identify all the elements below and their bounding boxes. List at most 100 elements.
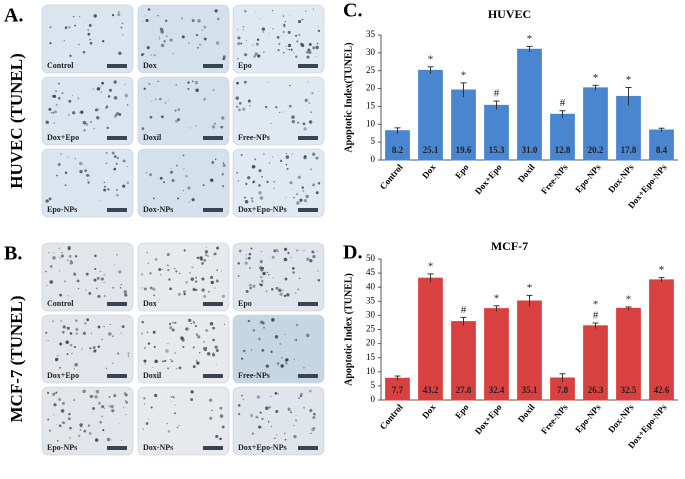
cell-dot (254, 52, 258, 56)
cell-dot (286, 48, 288, 50)
cell-dot (223, 323, 226, 325)
cell-dot (173, 412, 176, 415)
cell-dot (99, 270, 102, 273)
cell-dot (143, 403, 146, 405)
cell-dot (62, 325, 66, 329)
cell-dot (48, 197, 52, 201)
cell-dot (69, 437, 71, 439)
cell-dot (122, 34, 124, 36)
cell-dot (122, 159, 126, 163)
cell-dot (312, 152, 316, 156)
cell-dot (252, 180, 256, 183)
micrograph (232, 4, 325, 74)
cell-dot (211, 409, 213, 412)
cell-dot (277, 364, 279, 366)
value-label: 19.6 (456, 145, 472, 155)
scale-bar (203, 208, 223, 212)
cell-dot (80, 110, 84, 114)
cell-dot (196, 361, 200, 365)
cell-dot (207, 290, 210, 293)
cell-dot (57, 96, 61, 100)
cell-dot (214, 9, 218, 13)
cell-dot (174, 352, 176, 354)
cell-dot (66, 353, 69, 356)
cell-dot (271, 10, 274, 12)
cell-dot (123, 392, 127, 395)
cell-dot (113, 80, 117, 84)
cell-dot (82, 50, 86, 54)
cell-dot (143, 53, 145, 55)
cell-dot (279, 342, 282, 345)
cell-dot (125, 414, 127, 416)
cell-dot (105, 105, 109, 108)
image-label: Control (47, 299, 74, 308)
cell-dot (177, 197, 180, 200)
cell-dot (214, 253, 217, 256)
cell-dot (78, 43, 80, 46)
cell-dot (219, 437, 222, 441)
cell-dot (169, 38, 173, 42)
cell-dot (144, 347, 146, 349)
scale-bar (298, 374, 318, 378)
cell-dot (242, 28, 245, 31)
cell-dot (79, 111, 81, 113)
cell-dot (95, 255, 97, 257)
cell-dot (142, 20, 144, 22)
cell-dot (309, 168, 312, 171)
cell-dot (110, 404, 114, 409)
cell-dot (185, 327, 189, 331)
cell-dot (87, 181, 90, 184)
cell-dot (270, 395, 272, 398)
cell-dot (249, 286, 252, 290)
cell-dot (142, 428, 144, 430)
cell-dot (265, 364, 269, 368)
cell-dot (114, 264, 116, 266)
cell-dot (201, 262, 204, 265)
cell-dot (100, 200, 102, 202)
cell-dot (192, 346, 195, 349)
cell-dot (56, 439, 59, 442)
cell-dot (123, 407, 125, 409)
cell-dot (266, 107, 268, 109)
cell-dot (287, 43, 292, 48)
cell-dot (212, 326, 215, 330)
cell-dot (249, 105, 251, 107)
cell-dot (117, 352, 120, 355)
cell-dot (90, 332, 93, 335)
cell-dot (47, 418, 50, 421)
cell-dot (154, 98, 157, 101)
y-tick-label: 20 (366, 83, 376, 93)
cell-dot (293, 435, 297, 439)
cell-dot (259, 196, 264, 200)
cell-dot (315, 56, 317, 58)
cell-dot (290, 256, 292, 259)
cell-dot (126, 104, 129, 106)
cell-dot (64, 171, 68, 174)
cell-dot (237, 262, 240, 265)
cell-dot (160, 115, 164, 119)
cell-dot (146, 331, 149, 334)
cell-dot (59, 342, 63, 346)
cell-dot (167, 268, 170, 272)
cell-dot (208, 398, 213, 402)
cell-dot (276, 248, 278, 251)
cell-dot (191, 19, 195, 23)
cell-dot (95, 389, 100, 394)
cell-dot (222, 162, 225, 164)
scale-bar (298, 64, 318, 68)
value-label: 35.1 (522, 385, 538, 395)
cell-dot (221, 294, 225, 298)
cell-dot (267, 420, 270, 423)
cell-dot (282, 23, 286, 27)
cell-dot (116, 156, 119, 160)
cell-dot (259, 259, 263, 264)
cell-dot (84, 322, 87, 325)
cell-dot (174, 321, 177, 325)
cell-dot (259, 411, 262, 414)
cell-dot (85, 289, 87, 291)
cell-dot (175, 84, 178, 86)
cell-dot (140, 53, 144, 56)
panel-letter: D. (343, 242, 362, 264)
cell-dot (157, 80, 159, 83)
value-label: 31.0 (522, 145, 538, 155)
